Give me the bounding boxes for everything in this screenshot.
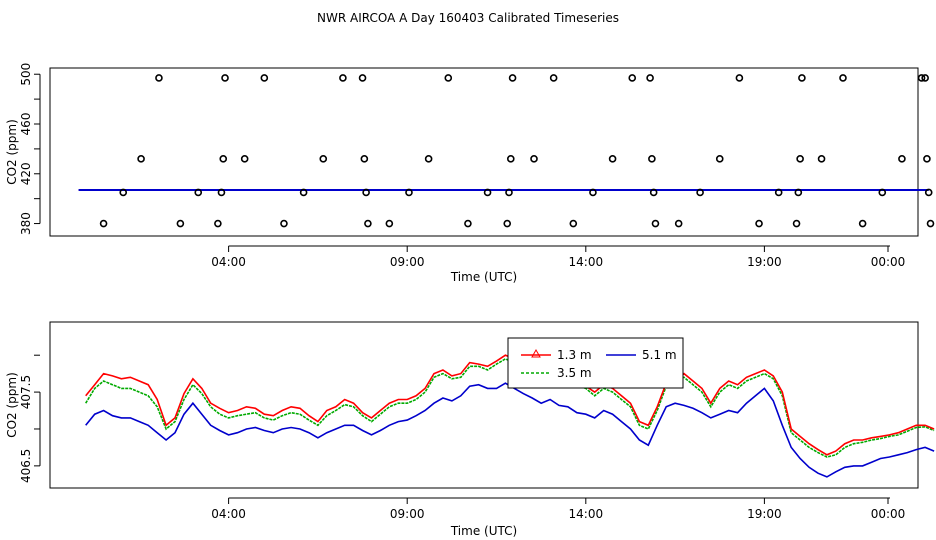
scatter-point <box>569 219 578 228</box>
bottom-x-tick-label: 09:00 <box>390 507 425 521</box>
scatter-point <box>176 219 185 228</box>
top-y-axis: 380 420 460 500 <box>19 63 41 235</box>
scatter-point <box>503 219 512 228</box>
bottom-x-tick-label: 14:00 <box>569 507 604 521</box>
scatter-point <box>649 188 658 197</box>
legend-label-1: 1.3 m <box>557 348 592 362</box>
scatter-point <box>424 155 433 163</box>
scatter-point <box>99 219 108 228</box>
bottom-x-tick-label: 00:00 <box>871 507 906 521</box>
bottom-y-tick-label: 407.5 <box>19 375 33 409</box>
scatter-point <box>362 188 370 197</box>
bottom-xlabel: Time (UTC) <box>450 524 517 538</box>
scatter-point <box>119 188 128 197</box>
scatter-point <box>280 219 288 228</box>
scatter-point <box>646 74 654 82</box>
scatter-point <box>260 74 269 82</box>
top-x-axis: 04:00 09:00 14:00 19:00 00:00 <box>211 245 906 269</box>
scatter-point <box>608 155 617 163</box>
bottom-y-tick-label: 406.5 <box>19 449 33 483</box>
top-y-tick-label: 460 <box>19 113 33 136</box>
bottom-ylabel: CO2 (ppm) <box>5 372 19 438</box>
scatter-point <box>508 74 517 82</box>
scatter-point <box>674 219 683 228</box>
scatter-point <box>898 155 906 163</box>
scatter-point <box>506 155 515 163</box>
scatter-point <box>505 188 513 197</box>
scatter-point <box>240 155 249 163</box>
scatter-point <box>483 188 492 197</box>
scatter-point <box>589 188 597 197</box>
scatter-point <box>858 219 867 228</box>
scatter-point <box>549 74 558 82</box>
scatter-point <box>924 188 933 197</box>
series-line-5-1-m <box>85 382 935 478</box>
scatter-point <box>917 74 926 82</box>
scatter-point <box>755 219 763 228</box>
top-x-tick-label: 04:00 <box>211 255 246 269</box>
legend-box <box>507 337 684 389</box>
figure-title: NWR AIRCOA A Day 160403 Calibrated Times… <box>317 11 619 25</box>
top-scatter-points <box>99 74 935 228</box>
scatter-point <box>385 219 394 228</box>
scatter-point <box>792 219 801 228</box>
bottom-x-axis: 04:00 09:00 14:00 19:00 00:00 <box>211 497 906 521</box>
scatter-point <box>339 74 347 82</box>
scatter-point <box>651 219 660 228</box>
top-xlabel: Time (UTC) <box>450 270 517 284</box>
scatter-point <box>221 74 229 82</box>
scatter-point <box>464 219 472 228</box>
scatter-point <box>628 74 637 82</box>
top-plot-frame <box>49 67 919 237</box>
scatter-point <box>299 188 308 197</box>
scatter-point <box>926 219 935 228</box>
top-x-tick-label: 09:00 <box>390 255 425 269</box>
scatter-point <box>364 219 372 228</box>
scatter-point <box>696 188 704 197</box>
scatter-point <box>794 188 803 197</box>
scatter-point <box>360 155 369 163</box>
bottom-panel: CO2 (ppm) Time (UTC) 406.5 407.5 04:00 09:… <box>5 321 935 538</box>
scatter-point <box>405 188 413 197</box>
bottom-x-tick-label: 04:00 <box>211 507 246 521</box>
scatter-point <box>155 74 163 82</box>
legend-label-3: 3.5 m <box>557 366 592 380</box>
scatter-point <box>219 155 228 163</box>
bottom-x-tick-label: 19:00 <box>747 507 782 521</box>
scatter-point <box>648 155 656 163</box>
scatter-point <box>839 74 847 82</box>
scatter-point <box>358 74 367 82</box>
scatter-point <box>921 74 929 82</box>
scatter-point <box>796 155 804 163</box>
top-x-tick-label: 00:00 <box>871 255 906 269</box>
bottom-legend: 1.3 m 5.1 m 3.5 m <box>507 337 684 389</box>
scatter-point <box>817 155 826 163</box>
top-y-tick-label: 380 <box>19 212 33 235</box>
scatter-point <box>774 188 783 197</box>
legend-label-2: 5.1 m <box>642 348 677 362</box>
scatter-point <box>217 188 226 197</box>
scatter-point <box>735 74 744 82</box>
bottom-y-axis: 406.5 407.5 <box>19 354 41 483</box>
scatter-point <box>214 219 222 228</box>
scatter-point <box>715 155 724 163</box>
scatter-point <box>530 155 538 163</box>
scatter-point <box>923 155 931 163</box>
scatter-point <box>319 155 328 163</box>
scatter-point <box>194 188 203 197</box>
top-y-tick-label: 420 <box>19 162 33 185</box>
top-ylabel: CO2 (ppm) <box>5 119 19 185</box>
scatter-point <box>137 155 145 163</box>
top-x-tick-label: 14:00 <box>569 255 604 269</box>
legend-marker-1 <box>531 348 541 358</box>
scatter-point <box>798 74 806 82</box>
top-y-tick-label: 500 <box>19 63 33 86</box>
scatter-point <box>878 188 887 197</box>
top-x-tick-label: 19:00 <box>747 255 782 269</box>
bottom-plot-frame <box>49 321 919 489</box>
scatter-point <box>444 74 453 82</box>
